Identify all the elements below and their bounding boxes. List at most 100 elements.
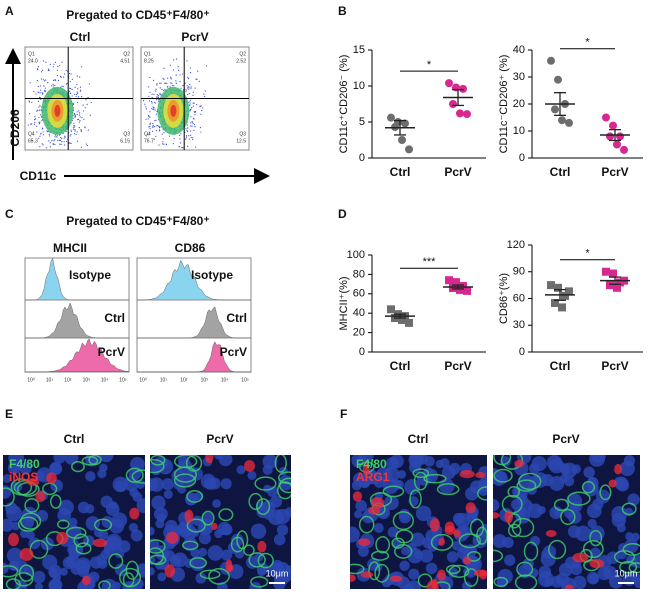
micrograph — [493, 455, 640, 589]
event-dot — [198, 80, 200, 82]
f480-cell — [350, 563, 365, 575]
nucleus — [631, 532, 640, 542]
event-dot — [148, 100, 151, 102]
y-tick-label: 40 — [353, 307, 365, 319]
f480-cell — [71, 461, 85, 473]
y-tick-label: 30 — [513, 71, 525, 83]
nucleus — [587, 476, 596, 485]
marker-signal — [504, 510, 513, 524]
nucleus — [406, 542, 417, 553]
event-dot — [56, 69, 59, 71]
y-tick-label: 5 — [359, 116, 365, 128]
nucleus — [40, 537, 54, 551]
event-dot — [43, 60, 45, 62]
event-dot — [166, 82, 168, 84]
event-dot — [157, 95, 159, 97]
nucleus — [528, 463, 540, 474]
event-dot — [199, 126, 202, 129]
event-dot — [85, 99, 87, 101]
event-dot — [161, 133, 163, 135]
marker-signal — [465, 502, 476, 514]
nucleus — [114, 563, 128, 577]
y-tick-label: 60 — [353, 288, 365, 300]
axis-tick-label: 10⁰ — [27, 377, 35, 383]
marker-signal — [166, 531, 179, 544]
event-dot — [53, 140, 55, 142]
event-dot — [49, 135, 51, 137]
event-dot — [72, 117, 74, 119]
data-point — [456, 285, 464, 294]
event-dot — [39, 105, 41, 107]
event-dot — [184, 138, 187, 140]
event-dot — [158, 127, 161, 129]
data-point — [456, 109, 464, 118]
event-dot — [54, 136, 56, 138]
event-dot — [153, 93, 155, 95]
event-dot — [49, 146, 52, 148]
event-dot — [193, 111, 195, 113]
event-dot — [149, 116, 151, 118]
marker-signal — [426, 580, 439, 589]
event-dot — [186, 85, 188, 87]
event-dot — [35, 93, 37, 95]
nucleus — [404, 479, 421, 495]
nucleus — [274, 508, 291, 525]
event-dot — [155, 129, 157, 132]
f480-cell — [254, 476, 277, 491]
marker-signal — [493, 512, 500, 519]
nucleus — [511, 498, 523, 511]
event-dot — [200, 131, 202, 133]
event-dot — [33, 123, 36, 125]
event-dot — [81, 96, 83, 98]
marker-signal — [92, 538, 108, 548]
event-dot — [76, 91, 78, 93]
micrograph — [3, 455, 145, 589]
event-dot — [69, 81, 71, 83]
event-dot — [74, 93, 76, 95]
event-dot — [76, 113, 78, 116]
event-dot — [159, 92, 161, 94]
nucleus — [3, 518, 14, 532]
event-dot — [161, 88, 163, 90]
event-dot — [78, 114, 81, 116]
event-dot — [204, 90, 206, 92]
event-dot — [185, 128, 187, 130]
event-dot — [65, 83, 67, 85]
f480-cell — [466, 551, 482, 562]
nucleus — [130, 529, 143, 542]
event-dot — [72, 103, 74, 105]
event-dot — [156, 94, 158, 96]
event-dot — [81, 117, 83, 119]
event-dot — [40, 116, 43, 118]
nucleus — [570, 563, 583, 576]
x-tick-label: PcrV — [601, 359, 628, 373]
stain-label: F4/80 — [356, 457, 387, 471]
marker-signal — [184, 509, 194, 523]
f480-cell — [3, 565, 19, 578]
event-dot — [205, 65, 208, 67]
nucleus — [48, 578, 62, 589]
event-dot — [33, 119, 36, 121]
axis-tick-label: 10³ — [83, 377, 91, 383]
x-tick-label: Ctrl — [390, 359, 411, 373]
marker-signal — [370, 497, 385, 509]
event-dot — [76, 75, 78, 77]
nucleus — [247, 470, 257, 480]
quadrant-value: 65.3 — [28, 138, 38, 144]
event-dot — [76, 131, 78, 133]
nucleus — [163, 489, 173, 499]
nucleus — [587, 518, 597, 529]
event-dot — [188, 87, 190, 89]
event-dot — [35, 118, 37, 120]
f480-cell — [518, 472, 542, 491]
data-point — [387, 113, 395, 122]
event-dot — [147, 114, 150, 116]
event-dot — [189, 110, 191, 112]
event-dot — [154, 126, 156, 128]
event-dot — [204, 95, 206, 98]
f480-cell — [131, 469, 145, 484]
event-dot — [74, 116, 76, 118]
event-dot — [189, 67, 191, 69]
event-dot — [43, 80, 45, 82]
event-dot — [84, 107, 86, 109]
